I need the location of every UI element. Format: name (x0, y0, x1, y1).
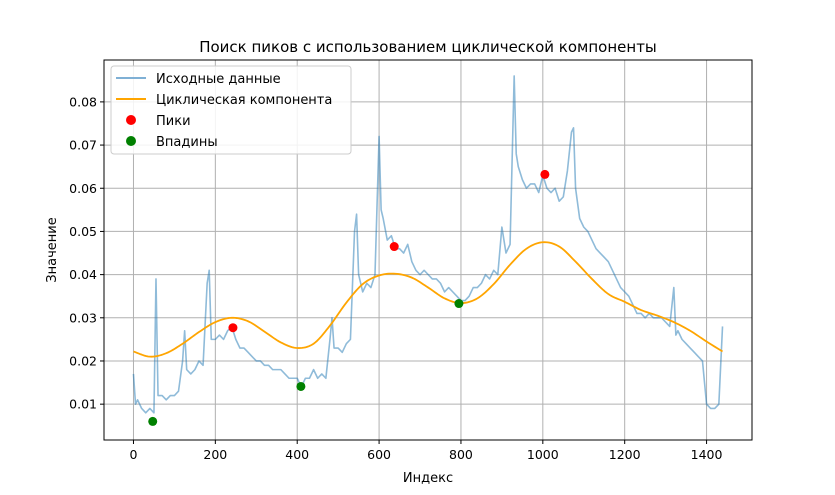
x-tick-label: 400 (285, 447, 309, 462)
peak-marker (540, 169, 550, 179)
x-tick-label: 1200 (609, 447, 641, 462)
y-tick-label: 0.04 (69, 267, 97, 282)
y-tick-label: 0.05 (69, 224, 97, 239)
plot-area (132, 75, 724, 426)
ticks: 0 200 400 600 800 1000 1200 1400 0.01 0.02 0.03 0.0… (69, 94, 722, 462)
x-tick-label: 1000 (527, 447, 559, 462)
x-tick-label: 1400 (691, 447, 723, 462)
chart-title: Поиск пиков с использованием циклической… (199, 38, 657, 56)
peak-marker (228, 323, 238, 333)
legend: Исходные данные Циклическая компонента П… (110, 65, 352, 155)
legend-cyclic-label: Циклическая компонента (156, 93, 332, 108)
legend-box (110, 65, 352, 155)
legend-peaks-marker (126, 115, 136, 125)
x-tick-label: 200 (203, 447, 227, 462)
trough-marker (148, 416, 158, 426)
cyclic-component-line (133, 241, 724, 358)
y-tick-label: 0.06 (69, 181, 97, 196)
axes-frame (103, 59, 753, 441)
y-tick-label: 0.01 (69, 397, 97, 412)
trough-marker (454, 299, 464, 309)
x-axis-label: Индекс (403, 471, 453, 486)
y-tick-label: 0.02 (69, 353, 97, 368)
legend-troughs-marker (126, 136, 136, 146)
y-tick-label: 0.03 (69, 310, 97, 325)
raw-data-line (132, 75, 724, 414)
y-tick-label: 0.08 (69, 94, 97, 109)
legend-raw-label: Исходные данные (156, 72, 281, 87)
x-tick-label: 0 (129, 447, 137, 462)
trough-marker (296, 381, 306, 391)
y-axis-label: Значение (45, 217, 60, 282)
x-tick-label: 800 (449, 447, 473, 462)
legend-troughs-label: Впадины (156, 135, 218, 150)
x-tick-label: 600 (367, 447, 391, 462)
y-tick-label: 0.07 (69, 138, 97, 153)
legend-peaks-label: Пики (156, 114, 191, 129)
peak-marker (389, 242, 399, 252)
